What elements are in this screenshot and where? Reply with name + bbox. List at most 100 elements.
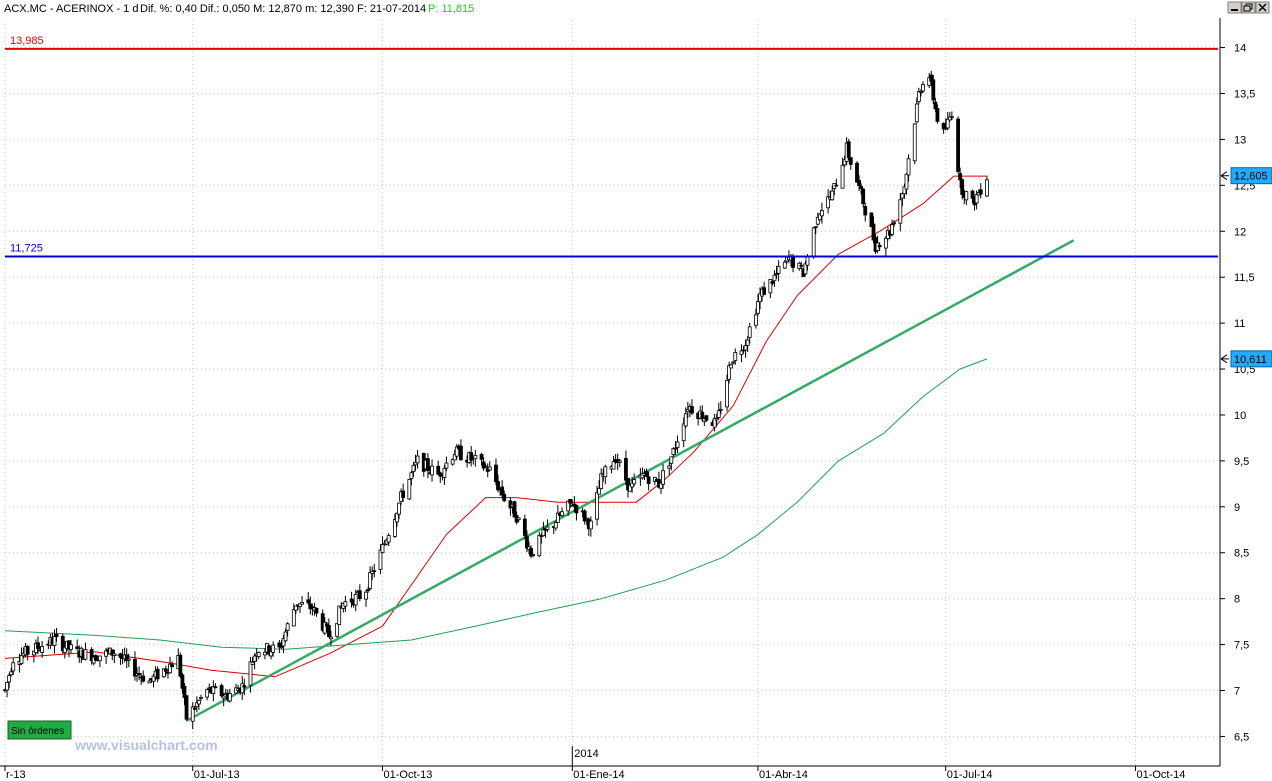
candle-body: [568, 498, 573, 504]
candle-body: [337, 605, 342, 625]
candle-body: [180, 674, 185, 689]
candle-body: [813, 226, 818, 229]
candle: [958, 167, 963, 189]
candle: [337, 605, 342, 625]
candle-body: [834, 184, 839, 187]
candle-body: [263, 651, 267, 656]
candle-body: [306, 599, 311, 604]
candle: [378, 544, 383, 575]
candle-body: [459, 445, 463, 461]
candle: [916, 87, 921, 105]
candle-body: [368, 572, 373, 589]
candle-body: [454, 446, 459, 457]
candle: [335, 622, 340, 638]
candle: [112, 649, 117, 664]
candle-body: [269, 650, 274, 657]
minimize-icon[interactable]: [1227, 1, 1242, 14]
candle: [758, 287, 762, 310]
candle: [935, 104, 940, 124]
candle-body: [60, 635, 65, 652]
candle-body: [322, 621, 327, 634]
candle: [425, 453, 430, 479]
restore-icon[interactable]: [1241, 1, 1256, 14]
candle: [147, 678, 152, 684]
candle: [603, 464, 608, 485]
candle-body: [772, 274, 777, 282]
candle-body: [916, 91, 921, 102]
candle-body: [438, 472, 443, 477]
candle-body: [522, 518, 527, 536]
candle-body: [704, 415, 709, 421]
candle-body: [667, 465, 672, 469]
candle: [683, 407, 688, 429]
candle-body: [603, 466, 608, 478]
candle: [364, 589, 368, 607]
candle-body: [902, 186, 907, 195]
candle-body: [221, 695, 226, 699]
candle: [496, 474, 500, 493]
candle-body: [168, 663, 172, 674]
candle: [124, 648, 129, 669]
candle: [40, 641, 45, 658]
badge-arrow-icon: [1220, 171, 1229, 181]
candle-body: [7, 675, 12, 683]
candle-body: [190, 706, 195, 722]
candle: [716, 402, 721, 420]
ma200-price-badge: 10,611: [1220, 350, 1272, 368]
candle: [933, 97, 938, 112]
candle-body: [277, 642, 282, 648]
candle-body: [799, 264, 804, 267]
trendline-line: [185, 239, 1075, 722]
candle: [19, 647, 24, 666]
orders-button[interactable]: Sin órdenes: [7, 720, 72, 740]
candle-body: [661, 470, 665, 485]
candle-body: [450, 459, 455, 465]
candle-body: [756, 301, 760, 314]
candle-body: [978, 189, 983, 195]
y-axis: 6,577,588,599,51010,51111,51212,51313,51…: [1220, 43, 1255, 743]
candle-body: [9, 671, 14, 676]
candle: [700, 405, 705, 422]
candle-body: [861, 188, 866, 205]
candle: [529, 545, 533, 559]
candle: [826, 189, 831, 214]
candle: [240, 675, 245, 700]
series-layer: [4, 175, 1075, 722]
candle: [560, 507, 564, 518]
candle: [772, 270, 777, 287]
candle-body: [36, 642, 40, 650]
candle: [782, 260, 787, 269]
candle-body: [599, 473, 604, 489]
candle-body: [124, 654, 129, 661]
candle: [628, 484, 632, 492]
candle-body: [155, 668, 160, 680]
candle-body: [479, 453, 484, 460]
candle-body: [855, 162, 859, 183]
candle-body: [745, 339, 750, 346]
candle: [667, 461, 672, 476]
candle: [151, 674, 156, 688]
candle-body: [863, 205, 868, 216]
badge-label: 10,611: [1234, 354, 1267, 366]
candle-body: [293, 605, 298, 611]
candle-body: [945, 118, 950, 129]
close-icon[interactable]: [1255, 1, 1270, 14]
candle: [190, 702, 195, 730]
candle: [75, 639, 80, 651]
candle: [892, 219, 897, 227]
candle: [574, 504, 579, 521]
candle: [774, 265, 779, 279]
candle-body: [256, 652, 261, 657]
candle: [964, 190, 969, 206]
candle-body: [624, 457, 628, 481]
candle-body: [481, 461, 486, 469]
candle-body: [314, 607, 319, 614]
candle-body: [716, 410, 721, 418]
candle: [368, 566, 373, 591]
candle-body: [89, 649, 94, 662]
candle: [357, 584, 362, 602]
candle-body: [425, 458, 430, 472]
candle: [324, 621, 329, 633]
